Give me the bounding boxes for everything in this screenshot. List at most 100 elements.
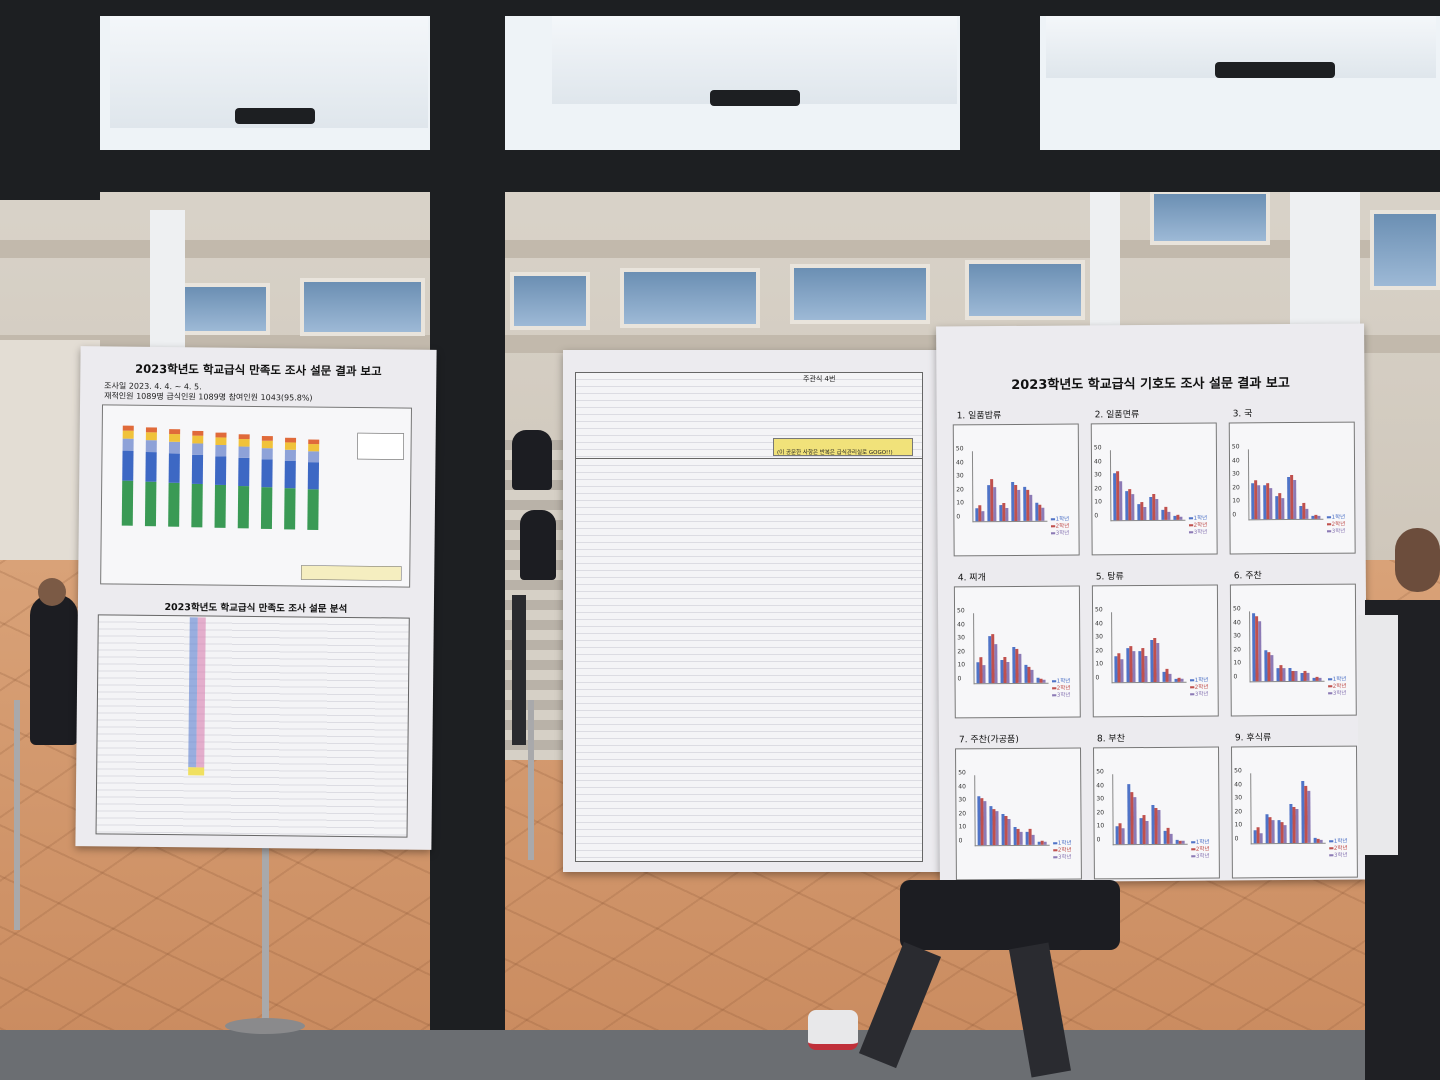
- chart-bar: [983, 800, 988, 846]
- legend-item: ▬3학년: [1190, 853, 1210, 860]
- stacked-bar-segment: [122, 450, 134, 481]
- building-window: [180, 283, 270, 335]
- chart-bar: [995, 811, 1000, 846]
- window-frame-left: [0, 0, 100, 200]
- window-latch: [710, 90, 800, 106]
- stacked-bar-segment: [308, 444, 320, 452]
- building-window: [300, 278, 425, 336]
- axis-tick: 20: [956, 485, 964, 493]
- student-group: [512, 430, 552, 490]
- axis-tick: 30: [1094, 471, 1102, 479]
- chart-bar: [1019, 831, 1024, 845]
- legend-item: ▬3학년: [1189, 691, 1209, 698]
- chart-frame: 50 40 30 20 10 0 ▬1학년 ▬2학년 ▬3학년: [1090, 422, 1218, 556]
- axis-tick: 40: [1233, 618, 1241, 626]
- student-right-sleeve: [1358, 615, 1398, 855]
- stacked-bar-chart-svg: [121, 425, 405, 581]
- chart-bar: [1320, 840, 1324, 843]
- poster-menu-feedback: 주관식 4번 (이 공문한 사항은 반복은 급식관리실로 GOGO!!): [563, 350, 945, 872]
- chart-bar: [982, 664, 986, 684]
- chart-bar: [1259, 832, 1264, 844]
- stacked-bar-segment: [168, 482, 180, 527]
- chart-bar: [1132, 650, 1136, 683]
- stacked-bar-segment: [307, 462, 320, 490]
- axis-tick: 0: [957, 674, 962, 682]
- pillar: [1090, 180, 1120, 330]
- chart-bar: [1180, 679, 1184, 682]
- preference-chart: 8. 부찬 50 40 30 20 10 0 ▬1학년 ▬2학년 ▬3학년: [1093, 730, 1226, 881]
- analysis-table: [95, 614, 410, 838]
- axis-tick: 50: [1231, 443, 1240, 451]
- chart-legend: ▬1학년 ▬2학년 ▬3학년: [1190, 678, 1218, 699]
- student: [520, 510, 556, 580]
- chart-bar: [1271, 819, 1276, 844]
- stacked-bar-segment: [284, 488, 296, 530]
- chart-bar: [1121, 828, 1126, 845]
- chart-bar: [1042, 680, 1046, 683]
- axis-tick: 10: [1233, 659, 1242, 667]
- stacked-bar-segment: [214, 484, 226, 528]
- stacked-bar-segment: [284, 442, 297, 450]
- chart-label: 3. 국: [1232, 409, 1253, 420]
- axis-tick: 50: [958, 769, 966, 777]
- axis-tick: 10: [1094, 498, 1102, 506]
- chart-bar: [1120, 658, 1124, 683]
- stacked-bar-segment: [168, 453, 180, 483]
- window-pane: [552, 16, 957, 104]
- menu-request-table: [575, 372, 923, 472]
- chart-bar: [994, 644, 998, 684]
- stacked-bar-segment: [238, 457, 250, 487]
- window-latch: [235, 108, 315, 124]
- chart-bar: [1030, 669, 1034, 683]
- plot-area: [971, 450, 1048, 523]
- stacked-bar-segment: [237, 486, 250, 529]
- axis-tick: 40: [958, 782, 966, 790]
- chart-legend: ▬1학년 ▬2학년 ▬3학년: [1328, 677, 1356, 698]
- chart-bar: [1281, 498, 1285, 520]
- chart-bar: [1282, 668, 1286, 682]
- axis-tick: 0: [1094, 511, 1099, 519]
- stacked-bar-segment: [215, 444, 227, 457]
- chart-bar: [1170, 833, 1174, 844]
- chart-legend: ▬1학년 ▬2학년 ▬3학년: [1053, 841, 1081, 862]
- stacked-bar-segment: [192, 435, 204, 444]
- chart-bar: [1131, 494, 1135, 521]
- preference-chart: 1. 일품밥류 50 40 30 20 10 0 ▬1학년 ▬2학년 ▬3학년: [952, 407, 1086, 558]
- chart-bar: [1167, 512, 1171, 520]
- axis-tick: 0: [956, 512, 961, 520]
- chart-bar: [1005, 507, 1009, 522]
- stacked-bar-segment: [261, 448, 273, 460]
- building-window: [1150, 190, 1270, 245]
- sneaker: [808, 1010, 858, 1050]
- stacked-bar-segment: [192, 430, 204, 436]
- chart-bar: [1044, 842, 1048, 845]
- axis-tick: 10: [956, 499, 964, 507]
- chart-bar: [1007, 818, 1012, 846]
- poster-satisfaction: 2023학년도 학교급식 만족도 조사 설문 결과 보고 조사일 2023. 4…: [75, 346, 437, 850]
- legend-item: ▬3학년: [1052, 854, 1072, 861]
- axis-tick: 10: [1095, 660, 1104, 668]
- axis-tick: 10: [958, 823, 967, 831]
- stacked-bar-segment: [215, 432, 227, 438]
- building-window: [510, 272, 590, 330]
- chart-frame: 50 40 30 20 10 0 ▬1학년 ▬2학년 ▬3학년: [1231, 745, 1358, 879]
- preference-chart: 4. 찌개 50 40 30 20 10 0 ▬1학년 ▬2학년 ▬3학년: [953, 569, 1087, 720]
- axis-tick: 50: [957, 607, 965, 615]
- chart-bar: [1182, 841, 1186, 844]
- axis-tick: 30: [1233, 632, 1241, 640]
- legend-item: ▬3학년: [1326, 528, 1346, 535]
- axis-tick: 20: [1232, 483, 1240, 491]
- chart-legend: ▬1학년 ▬2학년 ▬3학년: [1329, 839, 1357, 860]
- chart-bar: [1257, 485, 1261, 520]
- axis-tick: 20: [958, 809, 967, 817]
- axis-tick: 0: [1233, 672, 1238, 680]
- highlight-notice: (이 공문한 사항은 반복은 급식관리실로 GOGO!!): [777, 450, 893, 456]
- axis-tick: 20: [1096, 808, 1105, 816]
- plot-area: [1111, 611, 1187, 684]
- chart-bar: [1294, 670, 1298, 682]
- chart-bar: [1041, 507, 1045, 521]
- axis-tick: 40: [955, 458, 964, 466]
- chart-label: 8. 부찬: [1096, 734, 1126, 745]
- stanchion-base: [225, 1018, 305, 1034]
